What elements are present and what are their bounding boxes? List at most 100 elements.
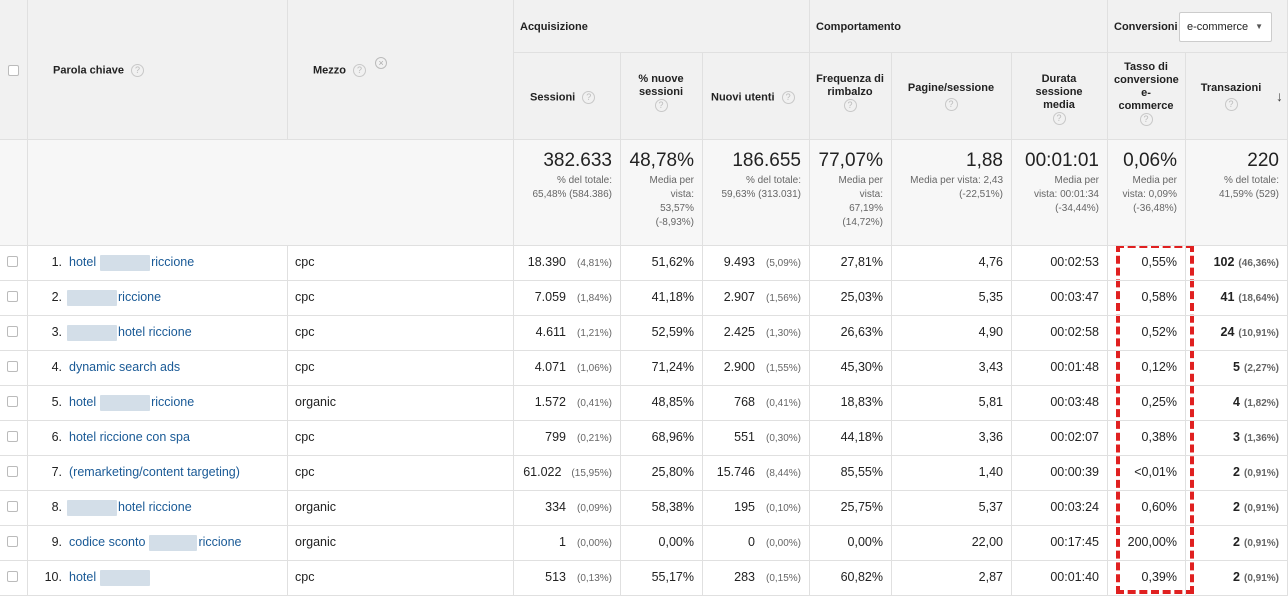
- remove-dimension-icon[interactable]: ×: [375, 57, 388, 70]
- keyword-link[interactable]: hotel riccione con spa: [69, 430, 190, 444]
- metric-value: 0,60%: [1141, 500, 1177, 514]
- row-select-cell: [0, 561, 28, 596]
- metric-percent: (1,56%): [765, 293, 801, 304]
- keyword-part: riccione: [118, 290, 162, 305]
- row-index: 4.: [51, 360, 62, 374]
- metric-value: 4.071: [534, 360, 566, 374]
- row-checkbox[interactable]: [7, 466, 18, 477]
- keyword-link[interactable]: hotel riccione: [69, 395, 195, 411]
- row-checkbox[interactable]: [7, 501, 18, 512]
- sessions-cell: 61.022 (15,95%): [514, 456, 621, 491]
- acquisition-group-label: Acquisizione: [520, 21, 588, 33]
- row-checkbox[interactable]: [7, 536, 18, 547]
- keyword-link[interactable]: hotel: [69, 570, 151, 586]
- metric-value: 768: [734, 395, 755, 409]
- row-select-cell: [0, 351, 28, 386]
- row-select-cell: [0, 526, 28, 561]
- conv-rate-cell: 200,00%: [1108, 526, 1186, 561]
- metric-percent: (5,09%): [765, 258, 801, 269]
- total-subtext: Media per vista: 67,19% (14,72%): [838, 175, 883, 228]
- help-icon[interactable]: ?: [843, 99, 857, 112]
- metric-value: 5,37: [978, 500, 1003, 514]
- keyword-link[interactable]: (remarketing/content targeting): [69, 465, 240, 479]
- pages-cell: 5,81: [892, 386, 1012, 421]
- metric-percent: (46,36%): [1238, 258, 1279, 269]
- duration-header[interactable]: Durata sessione media ?: [1012, 53, 1108, 140]
- keyword-link[interactable]: hotel riccione: [69, 255, 195, 271]
- metric-value: 27,81%: [840, 255, 883, 269]
- sort-descending-icon[interactable]: ↓: [1276, 88, 1283, 104]
- duration-cell: 00:03:24: [1012, 491, 1108, 526]
- sessions-header[interactable]: Sessioni ?: [514, 53, 621, 140]
- metric-value: 5: [1233, 360, 1240, 374]
- metric-value: 44,18%: [840, 430, 883, 444]
- metric-value: 22,00: [971, 535, 1003, 549]
- help-icon[interactable]: ?: [131, 64, 144, 77]
- sessions-cell: 4.611 (1,21%): [514, 316, 621, 351]
- bounce-header[interactable]: Frequenza di rimbalzo ?: [810, 53, 892, 140]
- total-value: 382.633: [543, 150, 612, 171]
- new-users-header[interactable]: Nuovi utenti ?: [703, 53, 810, 140]
- row-index: 1.: [51, 255, 62, 270]
- new-sessions-header[interactable]: % nuove sessioni ?: [621, 53, 703, 140]
- help-icon[interactable]: ?: [944, 97, 958, 111]
- keyword-link[interactable]: riccione: [67, 290, 162, 306]
- pages-header[interactable]: Pagine/sessione ?: [892, 53, 1012, 140]
- keyword-link[interactable]: codice sconto riccione: [69, 535, 242, 551]
- metric-value: 0,25%: [1141, 395, 1177, 409]
- keyword-link[interactable]: hotel riccione: [67, 325, 192, 341]
- metric-value: 195: [734, 500, 755, 514]
- new-sessions-cell: 0,00%: [621, 526, 703, 561]
- metric-percent: (0,21%): [576, 433, 612, 444]
- keyword-part: hotel: [69, 570, 97, 585]
- metric-value: 41: [1220, 290, 1235, 304]
- metric-percent: (0,09%): [576, 503, 612, 514]
- metric-value: 102: [1213, 255, 1235, 269]
- row-select-cell: [0, 491, 28, 526]
- metric-percent: (0,15%): [765, 573, 801, 584]
- keyword-header[interactable]: Parola chiave ?: [28, 0, 288, 140]
- medium-header[interactable]: Mezzo ? ×: [288, 0, 514, 140]
- transactions-cell: 102 (46,36%): [1186, 246, 1288, 281]
- chevron-down-icon: ▼: [1255, 22, 1263, 31]
- row-checkbox[interactable]: [7, 396, 18, 407]
- select-all-checkbox[interactable]: [8, 65, 19, 76]
- redacted-text: [67, 500, 117, 516]
- row-checkbox[interactable]: [7, 256, 18, 267]
- row-checkbox[interactable]: [7, 361, 18, 372]
- row-checkbox[interactable]: [7, 326, 18, 337]
- help-icon[interactable]: ?: [353, 64, 367, 77]
- keyword-part: riccione: [151, 255, 195, 270]
- conv-rate-header[interactable]: Tasso di conversione e-commerce ?: [1108, 53, 1186, 140]
- row-checkbox[interactable]: [7, 291, 18, 302]
- metric-value: 2: [1233, 465, 1240, 479]
- transactions-header[interactable]: Transazioni ? ↓: [1186, 53, 1288, 140]
- help-icon[interactable]: ?: [781, 91, 795, 104]
- total-conv-rate-cell: 0,06% Media per vista: 0,09% (-36,48%): [1108, 140, 1186, 246]
- transactions-cell: 2 (0,91%): [1186, 456, 1288, 491]
- keyword-link[interactable]: hotel riccione: [67, 500, 192, 516]
- duration-cell: 00:02:58: [1012, 316, 1108, 351]
- metric-value: 4,90: [978, 325, 1003, 339]
- keyword-part: riccione: [151, 395, 195, 410]
- row-checkbox[interactable]: [7, 431, 18, 442]
- row-select-cell: [0, 316, 28, 351]
- conv-rate-cell: 0,55%: [1108, 246, 1186, 281]
- total-value: 00:01:01: [1025, 150, 1099, 171]
- redacted-text: [100, 570, 151, 586]
- conv-rate-header-label: Tasso di conversione e-commerce: [1114, 61, 1179, 112]
- row-checkbox[interactable]: [7, 571, 18, 582]
- help-icon[interactable]: ?: [1224, 97, 1238, 111]
- help-icon[interactable]: ?: [1139, 113, 1153, 126]
- row-index: 10.: [44, 570, 62, 585]
- total-new-users-cell: 186.655 % del totale: 59,63% (313.031): [703, 140, 810, 246]
- metric-percent: (0,91%): [1243, 573, 1279, 584]
- help-icon[interactable]: ?: [1052, 112, 1066, 125]
- total-sessions-cell: 382.633 % del totale: 65,48% (584.386): [514, 140, 621, 246]
- bounce-cell: 26,63%: [810, 316, 892, 351]
- help-icon[interactable]: ?: [582, 91, 596, 104]
- conversion-type-dropdown[interactable]: e-commerce ▼: [1179, 12, 1272, 42]
- keyword-link[interactable]: dynamic search ads: [69, 360, 180, 374]
- help-icon[interactable]: ?: [654, 99, 668, 112]
- medium-value: organic: [295, 500, 336, 514]
